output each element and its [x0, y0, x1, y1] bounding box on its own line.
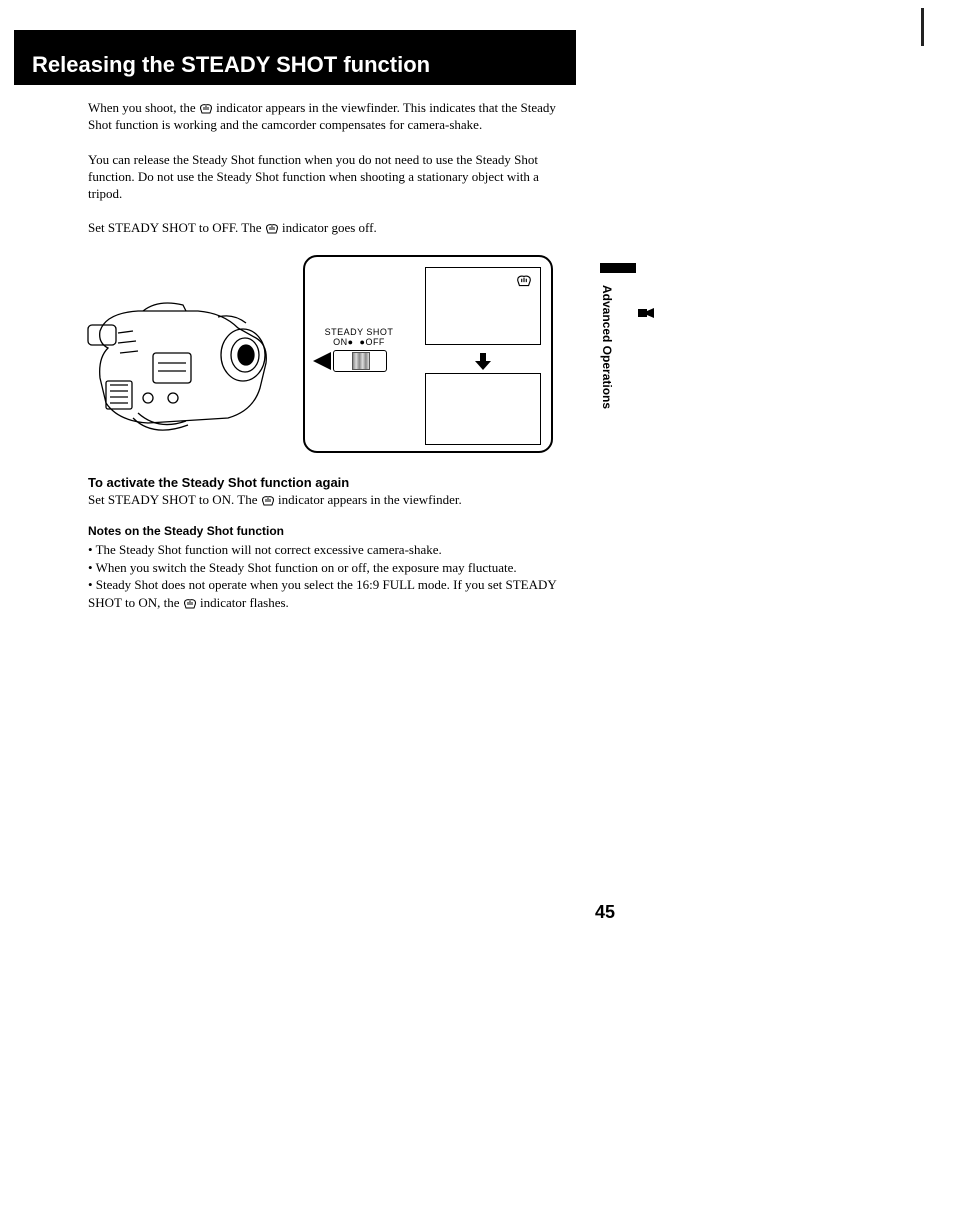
note-item-1: • The Steady Shot function will not corr…	[88, 541, 568, 559]
reactivate-b: indicator appears in the viewfinder.	[275, 492, 462, 507]
steady-shot-icon	[261, 495, 275, 507]
switch-off-label: OFF	[365, 337, 385, 347]
section-title: Releasing the STEADY SHOT function	[32, 52, 430, 77]
notes-heading: Notes on the Steady Shot function	[88, 524, 568, 538]
intro-paragraph-1: When you shoot, the indicator appears in…	[88, 100, 568, 134]
viewfinder-after	[425, 373, 541, 445]
scan-artifact	[921, 8, 924, 46]
switch-title: STEADY SHOT	[319, 327, 399, 337]
switch-panel: STEADY SHOT ON● ●OFF	[303, 255, 553, 453]
camcorder-tab-icon	[637, 306, 655, 320]
note3-b: indicator flashes.	[197, 595, 289, 610]
note3-a: • Steady Shot does not operate when you …	[88, 577, 556, 610]
steady-shot-switch	[333, 350, 387, 372]
page-content: When you shoot, the indicator appears in…	[88, 100, 568, 612]
switch-direction-arrow-icon	[313, 352, 331, 370]
notes-list: • The Steady Shot function will not corr…	[88, 541, 568, 611]
switch-on-dot: ● ●	[348, 337, 366, 347]
section-tab-marker	[600, 263, 636, 273]
reactivate-heading: To activate the Steady Shot function aga…	[88, 475, 568, 490]
steady-shot-icon	[183, 598, 197, 610]
viewfinder-before	[425, 267, 541, 345]
section-header: Releasing the STEADY SHOT function	[14, 30, 576, 85]
note-item-2: • When you switch the Steady Shot functi…	[88, 559, 568, 577]
intro-paragraph-3: Set STEADY SHOT to OFF. The indicator go…	[88, 220, 568, 237]
switch-label-block: STEADY SHOT ON● ●OFF	[319, 327, 399, 347]
camcorder-illustration	[78, 293, 288, 438]
switch-knob	[352, 352, 370, 370]
steady-shot-icon	[265, 223, 279, 235]
switch-on-label: ON	[333, 337, 348, 347]
reactivate-text: Set STEADY SHOT to ON. The indicator app…	[88, 492, 568, 508]
reactivate-a: Set STEADY SHOT to ON. The	[88, 492, 261, 507]
switch-positions: ON● ●OFF	[319, 337, 399, 347]
steady-shot-icon	[516, 274, 532, 288]
intro-p3-b: indicator goes off.	[279, 220, 377, 235]
steady-shot-icon	[199, 103, 213, 115]
instruction-diagram: STEADY SHOT ON● ●OFF	[88, 255, 558, 455]
intro-p3-a: Set STEADY SHOT to OFF. The	[88, 220, 265, 235]
section-tab-label: Advanced Operations	[600, 285, 614, 409]
intro-paragraph-2: You can release the Steady Shot function…	[88, 152, 568, 203]
intro-p1-a: When you shoot, the	[88, 100, 199, 115]
note-item-3: • Steady Shot does not operate when you …	[88, 576, 568, 611]
page-number: 45	[595, 902, 615, 923]
